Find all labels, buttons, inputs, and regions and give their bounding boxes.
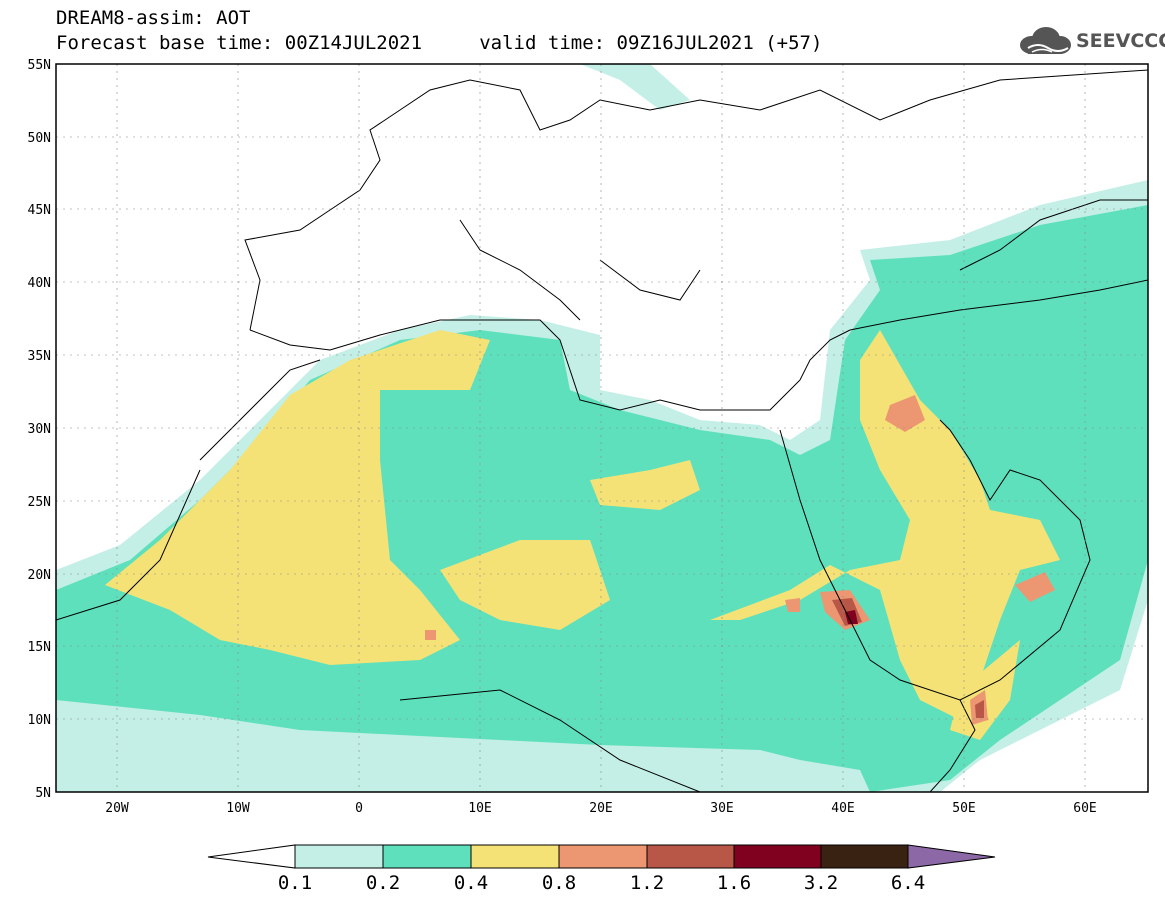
lon-label: 0 <box>355 801 363 816</box>
colorbar-bin <box>646 844 735 869</box>
lat-label: 5N <box>35 786 51 801</box>
colorbar-right-arrow <box>907 844 996 869</box>
lat-label: 35N <box>28 349 51 364</box>
colorbar <box>207 844 996 869</box>
colorbar-label: 3.2 <box>803 872 839 894</box>
colorbar-label: 1.2 <box>629 872 665 894</box>
seevccc-logo: SEEVCCC <box>1018 24 1165 58</box>
forecast-time-subtitle: Forecast base time: 00Z14JUL2021 valid t… <box>56 32 823 54</box>
lon-label: 20E <box>589 801 612 816</box>
colorbar-bin <box>294 844 384 869</box>
lat-label: 55N <box>28 58 51 73</box>
colorbar-left-arrow <box>207 844 296 869</box>
colorbar-bin <box>382 844 472 869</box>
lon-label: 20W <box>105 801 129 816</box>
map-frame <box>55 63 1149 793</box>
lat-label: 40N <box>28 276 51 291</box>
colorbar-bin <box>470 844 560 869</box>
colorbar-bin <box>820 844 909 869</box>
lat-label: 10N <box>28 713 51 728</box>
logo-text: SEEVCCC <box>1076 30 1165 52</box>
aot-contours <box>56 64 1148 792</box>
lon-label: 10E <box>468 801 491 816</box>
lat-label: 25N <box>28 495 51 510</box>
colorbar-bin <box>558 844 648 869</box>
lat-label: 15N <box>28 640 51 655</box>
colorbar-label: 1.6 <box>716 872 752 894</box>
colorbar-label: 6.4 <box>890 872 926 894</box>
colorbar-label: 0.1 <box>277 872 313 894</box>
lon-label: 30E <box>710 801 733 816</box>
longitude-labels: 20W 10W 0 10E 20E 30E 40E 50E 60E <box>105 801 1096 816</box>
colorbar-label: 0.4 <box>453 872 489 894</box>
map-title: DREAM8-assim: AOT <box>56 7 251 29</box>
lon-label: 40E <box>831 801 854 816</box>
lon-label: 10W <box>226 801 250 816</box>
colorbar-label: 0.2 <box>365 872 401 894</box>
latitude-labels: 55N 50N 45N 40N 35N 30N 25N 20N 15N 10N … <box>28 58 51 801</box>
cloud-icon <box>1020 27 1071 54</box>
lon-label: 50E <box>952 801 975 816</box>
grid-lines <box>56 64 1148 792</box>
colorbar-label: 0.8 <box>541 872 577 894</box>
lat-label: 45N <box>28 203 51 218</box>
lon-label: 60E <box>1073 801 1096 816</box>
lat-label: 20N <box>28 568 51 583</box>
coastlines <box>56 69 1148 792</box>
colorbar-bin <box>733 844 822 869</box>
lat-label: 50N <box>28 131 51 146</box>
lat-label: 30N <box>28 422 51 437</box>
